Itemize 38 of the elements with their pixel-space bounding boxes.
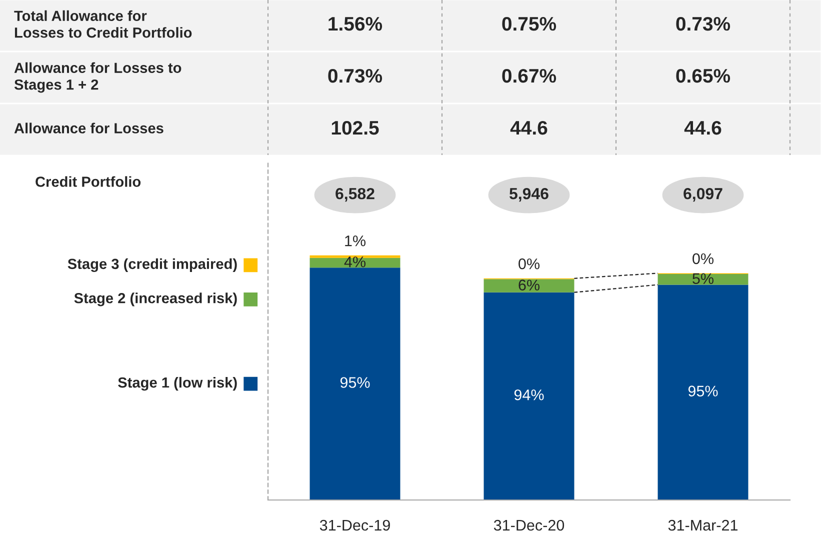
x-tick-label: 31-Dec-20: [494, 520, 564, 531]
annotation: 4%: [344, 256, 366, 268]
annotation: 94%: [514, 389, 544, 400]
text: 44.6: [684, 120, 722, 135]
text: Allowance for Losses to Stages 1 + 2: [14, 62, 182, 93]
text: 6,097: [684, 188, 722, 202]
text: 0.73%: [676, 16, 730, 31]
annotation: 0%: [518, 258, 540, 270]
bar: [658, 284, 748, 500]
x-tick-label: 31-Dec-19: [320, 520, 390, 531]
annotation: 5%: [692, 273, 714, 284]
text: 0.75%: [502, 16, 556, 31]
text: 1%: [345, 236, 366, 246]
text: 0.73%: [328, 68, 382, 83]
text: 44.6: [510, 120, 548, 135]
text: Credit Portfolio: [36, 176, 141, 187]
bar: [484, 292, 574, 500]
bar: [310, 258, 400, 268]
text: 0.65%: [676, 68, 730, 83]
text: 5,946: [510, 188, 548, 202]
bar: [484, 279, 574, 292]
text: Allowance for Losses: [14, 122, 164, 134]
text: Total Allowance for Losses to Credit Portfolio: [14, 10, 192, 38]
bar: [658, 274, 748, 285]
bar: [310, 255, 400, 258]
annotation: 0%: [692, 253, 714, 264]
text: 1.56%: [328, 16, 382, 31]
bar: [310, 268, 400, 500]
legend-label: Stage 2 (increased risk): [74, 292, 237, 306]
annotation: 95%: [340, 377, 370, 388]
legend-label: Stage 1 (low risk): [118, 376, 237, 391]
text: 0.67%: [502, 68, 556, 83]
x-tick-label: 31-Mar-21: [668, 520, 738, 531]
legend-label: Stage 3 (credit impaired): [68, 258, 237, 272]
annotation: 95%: [688, 386, 718, 396]
text: 102.5: [332, 120, 379, 135]
annotation: 6%: [518, 280, 540, 290]
text: 6,582: [336, 188, 374, 202]
